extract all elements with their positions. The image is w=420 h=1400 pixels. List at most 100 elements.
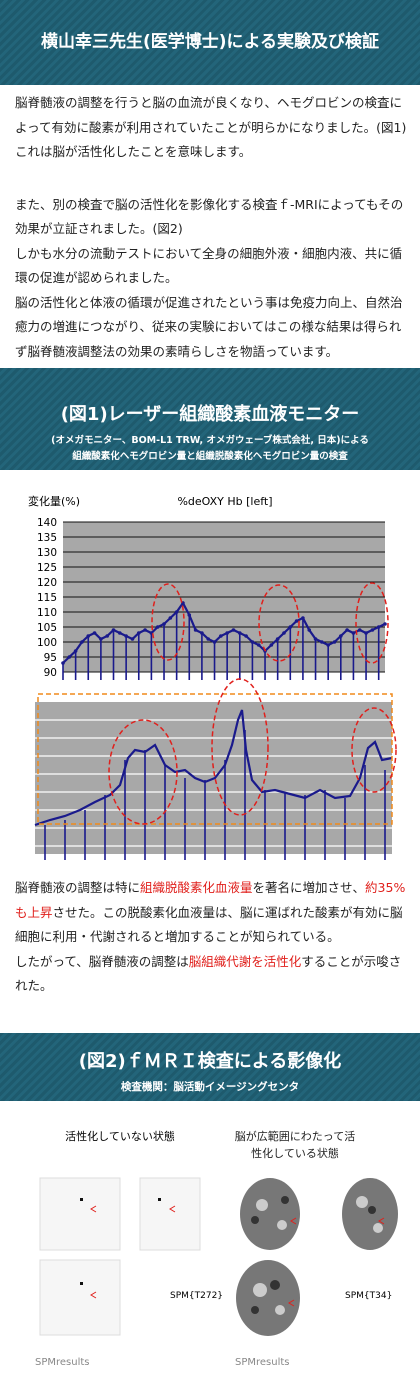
data-point [250,640,255,644]
data-point [162,622,166,626]
paragraph: したがって、脳脊髄液の調整は脳組織代謝を活性化することが示唆された。 [15,950,407,999]
highlight-ellipse [258,584,300,662]
data-point [130,637,135,641]
results-label: SPMresults [35,1357,90,1368]
highlight-ellipse [355,582,389,664]
text: 脳脊髄液の調整は特に [15,880,141,895]
data-point [294,619,299,623]
data-point [244,634,248,638]
text: したがって、脳脊髄液の調整は [15,953,189,969]
y-tick-label: 135 [37,532,57,544]
text: させた。この脱酸素化血液量は、脳に運ばれた酸素が有効に脳細胞に利用・代謝されると… [15,904,403,945]
header-band: 横山幸三先生(医学博士)による実験及び検証 [0,0,420,85]
spm-label: SPM{T34} [345,1291,392,1301]
data-point [67,655,72,659]
figure2: 活性化していない状態 脳が広範囲にわたって活性化している状態 SPM{T272}… [35,1129,398,1368]
data-point [339,634,343,638]
figure-subtitle: (オメガモニター、BOM-L1 TRW, オメガウェーブ株式会社, 日本)による [51,435,369,446]
data-point [80,640,84,644]
figure1-chart: 90 95 100 105 110 115 120 125 130 135 140 変化量(%) %d… [28,494,397,860]
figure1-band: (図1)レーザー組織酸素血液モニター (オメガモニター、BOM-L1 TRW, … [0,368,420,470]
intro: 脳脊髄液の調整を行うと脳の血流が良くなり、ヘモグロビンの検査によって有効に酸素が… [15,91,407,364]
data-point [351,631,356,635]
page-title: 横山幸三先生(医学博士)による実験及び検証 [40,32,380,52]
paragraph: しかも水分の流動テストにおいて全身の細胞外液・細胞内液、共に循環の促進が認められ… [15,245,403,286]
highlight-ellipses [151,582,389,664]
data-point [357,628,362,632]
data-point [288,625,293,629]
data-point [136,631,141,635]
results-label: SPMresults [235,1357,290,1368]
y-tick-label: 105 [37,622,57,634]
data-point [326,643,330,647]
panel-label: 活性化していない状態 [65,1129,175,1143]
paragraph: 脳の活性化と体液の循環が促進されたという事は免疫力向上、自然治癒力の増進につなが… [15,294,403,359]
data-point [301,616,305,620]
data-point [376,625,381,629]
data-point [256,643,261,647]
y-tick-label: 90 [44,667,57,679]
data-point [143,628,147,632]
data-point [174,610,179,614]
data-point [105,634,109,638]
highlight-ellipse [151,583,185,661]
data-point [269,643,274,647]
spm-label: SPM{T272} [170,1291,223,1301]
figure-subtitle: 検査機関：脳活動イメージングセンタ [120,1081,300,1093]
data-point [200,631,204,635]
result: 脳脊髄液の調整は特に組織脱酸素化血液量を著名に増加させ、約35%も上昇させた。こ… [15,876,407,999]
paragraph: 脳脊髄液の調整を行うと脳の血流が良くなり、ヘモグロビンの検査によって有効に酸素が… [15,95,407,135]
data-point [193,628,198,632]
data-point [231,628,236,632]
data-point [237,631,242,635]
chart-title: %deOXY Hb [left] [177,495,272,508]
data-point [364,631,368,635]
data-point [86,634,91,638]
second-trace [34,678,397,860]
text: を著名に増加させ、 [252,880,366,895]
figure-title: (図1)レーザー組織酸素血液モニター [60,404,360,425]
text: することが示唆された。 [15,953,402,994]
highlight-text: 約35%も上昇 [15,880,406,920]
y-tick-label: 130 [37,547,57,559]
data-point [111,628,116,632]
main-chart: 90 95 100 105 110 115 120 125 130 135 140 [37,517,389,680]
highlight-text: 脳組織代謝を活性化 [188,953,302,969]
figure-title: (図2)ｆＭＲＩ検査による影像化 [78,1051,342,1072]
data-point [383,622,387,626]
data-point [307,628,312,632]
data-point [99,637,103,641]
data-point [275,637,280,641]
data-point [187,613,192,617]
data-line [62,600,386,664]
figure-subtitle: 組織酸素化ヘモグロビン量と組織脱酸素化ヘモグロビン量の検査 [72,451,348,462]
data-point [345,628,349,632]
data-point [320,640,324,644]
data-point [168,616,173,620]
data-point [212,640,217,644]
data-point [313,637,318,641]
y-tick-label: 140 [37,517,57,529]
data-point [118,631,122,635]
y-tick-label: 95 [44,652,57,664]
y-tick-label: 120 [37,577,57,589]
panel-label-box: 脳が広範囲にわたって活性化している状態 [234,1130,356,1160]
paragraph: また、別の検査で脳の活性化を影像化する検査ｆ-MRIによってもその効果が立証され… [15,196,404,237]
data-point [225,631,229,635]
y-tick-label: 100 [37,637,57,649]
data-point [73,649,78,653]
paragraph: これは脳が活性化したことを意味します。 [15,144,252,159]
data-point [332,640,337,644]
data-point [282,631,286,635]
y-tick-label: 125 [37,562,57,574]
data-point [92,631,97,635]
paragraph: 脳脊髄液の調整は特に組織脱酸素化血液量を著名に増加させ、約35%も上昇させた。こ… [15,876,407,950]
data-point [124,634,128,638]
data-point [370,628,375,632]
data-point [61,661,65,665]
panel-label: 脳が広範囲にわたって活性化している状態 [234,1130,356,1160]
data-point [219,634,223,638]
y-axis-label: 変化量(%) [28,494,80,508]
data-point [155,625,160,629]
